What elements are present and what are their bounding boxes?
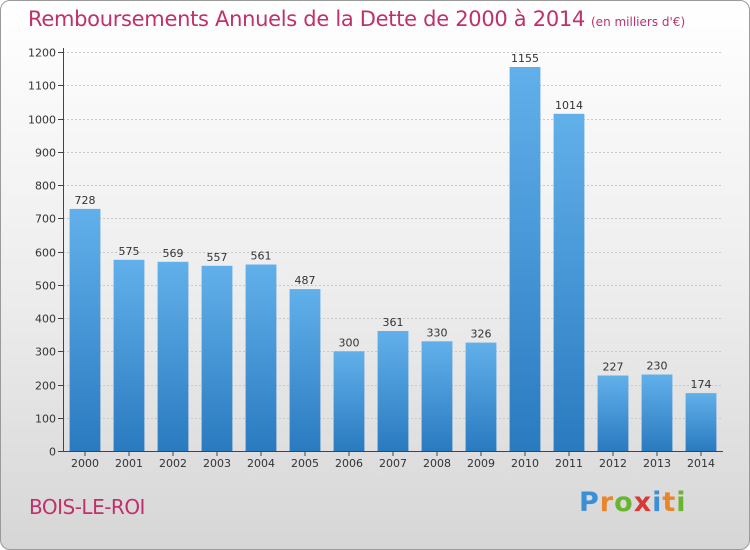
x-tick-label: 2010 [511,457,539,470]
logo-letter: t [662,487,677,518]
y-tick-label: 500 [35,280,56,293]
bar [509,67,541,451]
bar-value-label: 728 [75,194,96,207]
bar [685,393,717,451]
bars: 728 575 569 557 561 487 300 361 330 326 1155 1014 22… [69,52,717,452]
y-tick-label: 100 [35,413,56,426]
bar [553,113,585,452]
bar-value-label: 561 [251,250,272,263]
bar-value-label: 174 [691,378,712,391]
x-tick-label: 2002 [159,457,187,470]
x-tick-label: 2009 [467,457,495,470]
x-tick-label: 2014 [687,457,715,470]
chart-title: Remboursements Annuels de la Dette de 20… [28,7,685,31]
bar-value-label: 575 [119,245,140,258]
x-tick-label: 2006 [335,457,363,470]
bar [465,342,497,451]
y-tick-label: 900 [35,147,56,160]
bar-value-label: 1014 [555,99,583,112]
x-tick-label: 2013 [643,457,671,470]
bar [157,261,189,451]
bar-value-label: 557 [207,251,228,264]
y-tick-label: 800 [35,180,56,193]
y-tick-label: 600 [35,247,56,260]
logo-letter: x [633,487,653,518]
bar-value-label: 227 [603,361,624,374]
chart-title-text: Remboursements Annuels de la Dette de 20… [28,7,585,31]
y-tick-label: 200 [35,380,56,393]
bar-value-label: 361 [383,316,404,329]
bar [333,351,365,452]
x-tick-label: 2004 [247,457,275,470]
x-tick-label: 2001 [115,457,143,470]
bar-value-label: 1155 [511,52,539,65]
x-tick-label: 2000 [71,457,99,470]
axes: 0 100 200 300 400 500 600 700 800 900 1000 1100 1200… [28,47,723,470]
x-tick-label: 2011 [555,457,583,470]
logo-letter: P [579,487,600,518]
bar-value-label: 326 [471,328,492,341]
x-tick-label: 2008 [423,457,451,470]
y-tick-label: 1200 [28,47,56,60]
bar [421,341,453,451]
bar [245,264,277,451]
logo-letter: i [676,487,687,518]
x-tick-label: 2007 [379,457,407,470]
town-name: BOIS-LE-ROI [29,495,145,519]
x-tick-label: 2005 [291,457,319,470]
bar [69,208,101,451]
bar-value-label: 487 [295,274,316,287]
bar-value-label: 230 [647,360,668,373]
bar [641,374,673,451]
bar-value-label: 569 [163,247,184,260]
x-tick-label: 2003 [203,457,231,470]
chart-unit: (en milliers d'€) [591,15,686,29]
y-tick-label: 400 [35,313,56,326]
y-tick-label: 1000 [28,114,56,127]
bar [377,331,409,451]
bar [289,289,321,451]
x-tick-label: 2012 [599,457,627,470]
logo-letter: r [599,487,615,518]
bar [113,259,145,451]
logo-letter: o [614,487,634,518]
y-tick-label: 300 [35,346,56,359]
y-tick-label: 1100 [28,80,56,93]
bar-value-label: 300 [339,336,360,349]
logo-letter: i [652,487,663,518]
proxiti-logo: Proxiti [579,487,687,518]
bar [597,375,629,451]
bar-value-label: 330 [427,326,448,339]
bar [201,265,233,451]
y-tick-label: 0 [49,446,56,459]
y-tick-label: 700 [35,213,56,226]
